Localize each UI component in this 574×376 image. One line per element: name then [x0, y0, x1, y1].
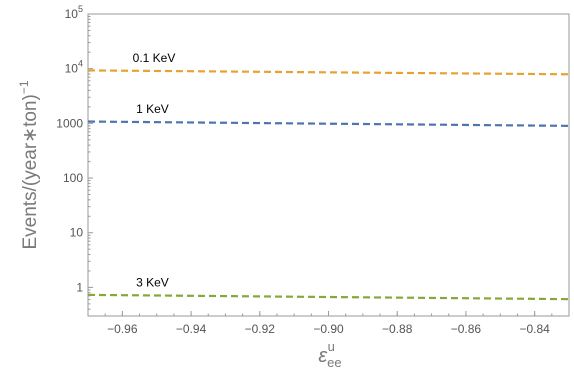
- y-tick-label: 10: [70, 226, 84, 240]
- x-axis-title-main: ε: [318, 345, 328, 367]
- series-label: 1 KeV: [136, 102, 169, 116]
- y-axis-title-main: Events/(year∗ton): [20, 94, 41, 249]
- series-line: [87, 120, 570, 127]
- y-axis-title: Events/(year∗ton)−1: [17, 80, 41, 249]
- series-line: [87, 69, 570, 76]
- x-tick-label: −0.84: [519, 322, 550, 336]
- y-tick-label: 104: [65, 59, 83, 76]
- series-label: 0.1 KeV: [133, 51, 176, 65]
- x-tick-label: −0.90: [313, 322, 344, 336]
- y-tick-label: 1: [76, 280, 83, 294]
- x-tick-label: −0.92: [245, 322, 276, 336]
- series-labels: 0.1 KeV 1 KeV 3 KeV: [133, 51, 176, 290]
- series-line: [87, 293, 570, 301]
- y-axis: 1 10 100 1000 104 105: [56, 4, 93, 317]
- x-tick-label: −0.96: [107, 322, 138, 336]
- x-tick-label: −0.86: [451, 322, 482, 336]
- x-axis: −0.96 −0.94 −0.92 −0.90 −0.88 −0.86 −0.84: [87, 311, 570, 336]
- x-tick-label: −0.88: [382, 322, 413, 336]
- x-tick-label: −0.94: [176, 322, 207, 336]
- y-tick-label: 1000: [56, 116, 83, 130]
- x-axis-title-sub: ee: [327, 355, 341, 370]
- series-label: 3 KeV: [136, 275, 169, 289]
- series-layer: [87, 69, 570, 301]
- y-tick-label: 100: [63, 171, 83, 185]
- y-axis-title-sup: −1: [17, 80, 31, 94]
- y-tick-label: 105: [65, 4, 83, 21]
- x-axis-title: εeeu: [318, 339, 341, 370]
- x-axis-title-sup: u: [328, 339, 335, 354]
